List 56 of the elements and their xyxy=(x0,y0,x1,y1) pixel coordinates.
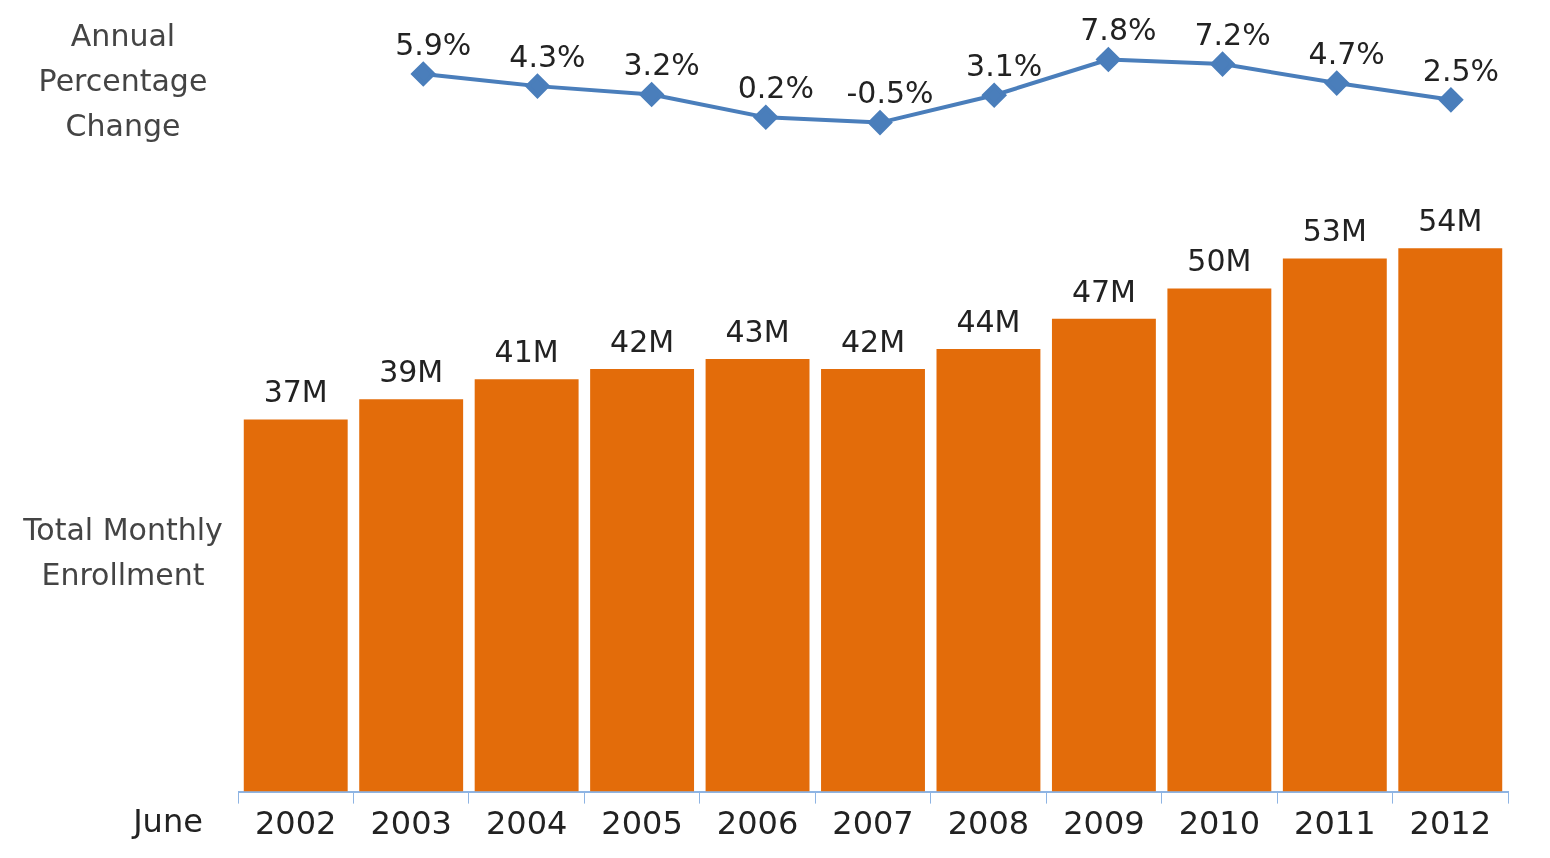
y-axis-title: Total Monthly Enrollment xyxy=(22,511,224,595)
x-tick-label: 2004 xyxy=(485,804,568,843)
bar xyxy=(1398,248,1503,792)
bar xyxy=(821,369,925,792)
data-label: 4.7% xyxy=(1308,35,1385,71)
x-tick-label: 2012 xyxy=(1409,804,1491,843)
bar xyxy=(359,399,464,792)
point xyxy=(868,110,892,135)
bar xyxy=(243,419,348,792)
point xyxy=(525,74,550,99)
point xyxy=(1096,47,1121,72)
x-tick-label: 2007 xyxy=(832,804,914,843)
data-label: -0.5% xyxy=(846,75,934,111)
bar xyxy=(1051,318,1156,792)
x-tick-label: 2006 xyxy=(716,804,799,843)
data-label: 7.8% xyxy=(1080,12,1157,48)
data-label: 54M xyxy=(1418,203,1483,239)
data-label: 3.1% xyxy=(966,48,1043,84)
x-tick-label: 2009 xyxy=(1063,804,1145,843)
bar xyxy=(705,359,810,792)
data-label: 37M xyxy=(263,374,328,410)
x-axis-title: June xyxy=(130,801,204,842)
bar xyxy=(936,348,1041,792)
data-label: 50M xyxy=(1187,243,1252,279)
x-tick-label: 2011 xyxy=(1294,804,1376,843)
data-label: 44M xyxy=(956,303,1021,339)
point xyxy=(1324,71,1349,96)
data-label: 2.5% xyxy=(1422,52,1500,88)
x-tick-label: 2010 xyxy=(1178,804,1261,843)
x-tick-label: 2003 xyxy=(370,804,452,843)
data-label: 7.2% xyxy=(1194,16,1271,52)
x-tick-label: 2008 xyxy=(947,804,1030,843)
point xyxy=(753,105,778,130)
x-tick-label: 2002 xyxy=(255,804,337,843)
bar xyxy=(1282,258,1387,792)
y-axis-title: Annual Percentage Change xyxy=(37,17,209,145)
data-label: 4.3% xyxy=(509,38,586,74)
point xyxy=(1438,87,1463,112)
x-tick-label: 2005 xyxy=(601,804,683,843)
data-label: 5.9% xyxy=(395,26,472,62)
bar xyxy=(590,369,695,792)
point xyxy=(1210,52,1235,77)
data-label: 39M xyxy=(379,354,444,390)
bar xyxy=(474,379,579,792)
data-label: 3.2% xyxy=(623,47,700,83)
data-label: 53M xyxy=(1302,213,1367,249)
data-label: 47M xyxy=(1071,273,1136,309)
bar xyxy=(1167,288,1272,792)
data-label: 42M xyxy=(610,323,675,359)
point xyxy=(639,82,664,107)
data-label: 0.2% xyxy=(737,70,814,106)
data-label: 42M xyxy=(840,323,906,359)
point xyxy=(411,61,436,86)
data-label: 41M xyxy=(494,333,559,369)
point xyxy=(982,83,1007,108)
data-label: 43M xyxy=(725,313,790,349)
